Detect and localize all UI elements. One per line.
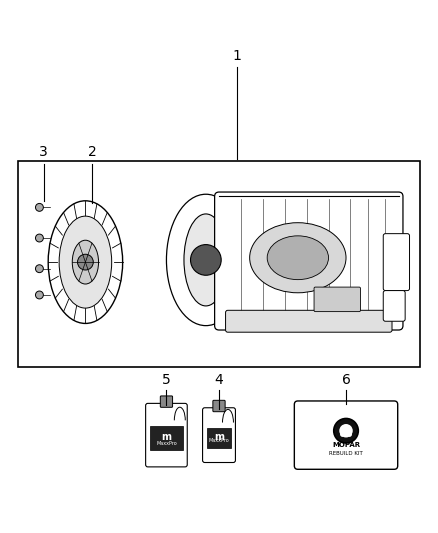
FancyBboxPatch shape	[18, 161, 420, 367]
Text: m: m	[214, 432, 224, 442]
Circle shape	[347, 432, 352, 437]
Circle shape	[78, 254, 93, 270]
Circle shape	[35, 265, 43, 273]
FancyBboxPatch shape	[207, 427, 231, 448]
FancyBboxPatch shape	[160, 396, 173, 407]
Circle shape	[334, 418, 358, 443]
Circle shape	[35, 204, 43, 211]
Circle shape	[35, 291, 43, 299]
Text: 4: 4	[215, 373, 223, 387]
FancyBboxPatch shape	[383, 290, 405, 321]
Circle shape	[191, 245, 221, 275]
FancyBboxPatch shape	[314, 287, 360, 312]
Circle shape	[340, 432, 345, 437]
FancyBboxPatch shape	[294, 401, 398, 469]
FancyBboxPatch shape	[383, 233, 410, 290]
FancyBboxPatch shape	[150, 426, 183, 450]
FancyBboxPatch shape	[202, 408, 236, 463]
Ellipse shape	[59, 216, 112, 308]
Text: 3: 3	[39, 145, 48, 159]
Ellipse shape	[250, 223, 346, 293]
Ellipse shape	[48, 201, 123, 324]
Text: REBUILD KIT: REBUILD KIT	[329, 451, 363, 456]
FancyBboxPatch shape	[145, 403, 187, 467]
Ellipse shape	[267, 236, 328, 280]
Text: 5: 5	[162, 373, 171, 387]
Circle shape	[35, 234, 43, 242]
Ellipse shape	[184, 214, 228, 306]
Text: 1: 1	[232, 49, 241, 63]
Text: 2: 2	[88, 145, 96, 159]
Text: m: m	[162, 432, 171, 442]
FancyBboxPatch shape	[226, 310, 392, 332]
Ellipse shape	[72, 240, 99, 284]
FancyBboxPatch shape	[215, 192, 403, 330]
FancyBboxPatch shape	[213, 400, 225, 411]
Text: MOPAR: MOPAR	[332, 442, 360, 448]
Circle shape	[339, 424, 353, 438]
Text: MaxxPro: MaxxPro	[208, 438, 230, 443]
Text: MaxxPro: MaxxPro	[156, 441, 177, 446]
Ellipse shape	[166, 194, 245, 326]
Text: 6: 6	[342, 373, 350, 387]
